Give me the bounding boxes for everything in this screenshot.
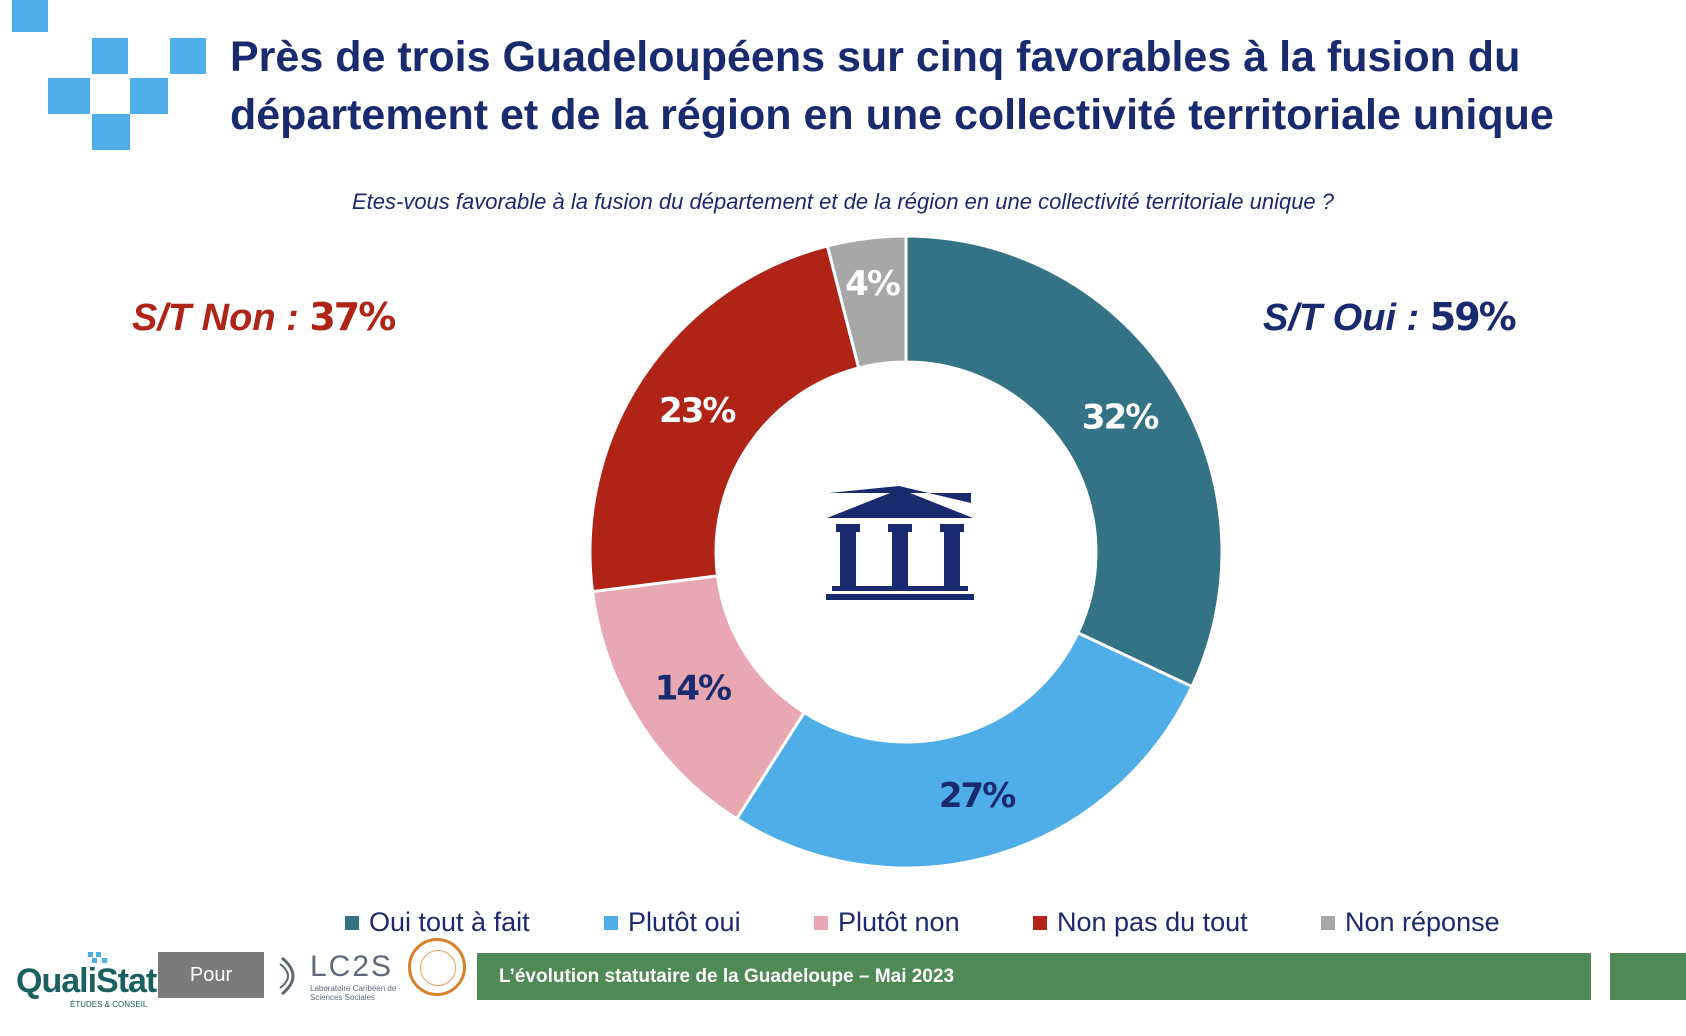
footer-banner-end — [1610, 953, 1686, 1000]
subtotal-non-value: 37% — [309, 295, 396, 339]
qualistat-dots-icon — [88, 952, 107, 963]
decor-square-2 — [92, 38, 128, 74]
decor-square-5 — [130, 78, 168, 114]
title-line-2: département et de la région en une colle… — [230, 91, 1554, 139]
icon-roof-right — [829, 486, 971, 503]
legend-item-non-pas-du-tout: Non pas du tout — [1033, 907, 1248, 938]
page-title: Près de trois Guadeloupéens sur cinq fav… — [230, 28, 1670, 144]
legend-item-plutot-oui: Plutôt oui — [604, 907, 741, 938]
donut-slice-4 — [825, 234, 908, 370]
donut-label-4: 4% — [845, 264, 900, 304]
pour-badge: Pour — [158, 952, 264, 998]
lc2s-subtitle: Laboratoire Caribéen de Sciences Sociale… — [310, 984, 397, 1002]
subtotal-non-label: S/T Non : — [132, 297, 310, 339]
icon-column-2 — [892, 532, 908, 586]
donut-slice-3 — [588, 244, 861, 594]
donut-chart: 32% 27% 14% 23% 4% — [588, 234, 1224, 870]
icon-step-2 — [826, 594, 974, 600]
icon-roof — [827, 489, 973, 518]
legend-label: Plutôt non — [838, 907, 960, 937]
legend-swatch — [345, 915, 359, 930]
icon-capital-3 — [940, 524, 964, 532]
donut-label-0: 32% — [1082, 397, 1158, 437]
legend-label: Non pas du tout — [1057, 907, 1248, 937]
icon-column-3 — [944, 532, 960, 586]
subtotal-oui-label: S/T Oui : — [1263, 297, 1430, 339]
legend-label: Oui tout à fait — [369, 907, 530, 937]
lc2s-mark-icon — [279, 956, 295, 996]
survey-question: Etes-vous favorable à la fusion du dépar… — [351, 189, 1335, 214]
decor-square-1 — [12, 0, 48, 32]
qualistat-logo: QualiStat — [16, 962, 157, 1000]
icon-capital-1 — [836, 524, 860, 532]
legend-swatch — [814, 915, 828, 930]
seal-inner-ring — [420, 950, 456, 986]
legend-item-non-reponse: Non réponse — [1321, 907, 1500, 938]
decor-square-4 — [48, 78, 90, 114]
decor-square-6 — [92, 114, 130, 150]
donut-labels: 32% 27% 14% 23% 4% — [655, 264, 1161, 816]
legend-label: Non réponse — [1345, 907, 1500, 937]
legend-label: Plutôt oui — [628, 907, 741, 937]
donut-slice-0 — [904, 234, 1224, 689]
chart-legend: Oui tout à fait Plutôt oui Plutôt non No… — [0, 907, 1686, 941]
decor-square-3 — [170, 38, 206, 74]
donut-slice-1 — [734, 630, 1194, 870]
legend-item-plutot-non: Plutôt non — [814, 907, 960, 938]
subtotal-oui: S/T Oui : 59% — [1263, 295, 1517, 340]
legend-swatch — [1033, 915, 1047, 930]
legend-swatch — [604, 915, 618, 930]
donut-label-2: 14% — [655, 669, 731, 709]
footer: QualiStat ÉTUDES & CONSEIL Pour LC2S Lab… — [0, 938, 1686, 1010]
subtotal-oui-value: 59% — [1429, 295, 1517, 339]
building-columns-icon — [826, 486, 974, 600]
icon-capital-2 — [888, 524, 912, 532]
legend-swatch — [1321, 915, 1335, 930]
donut-slices — [588, 234, 1224, 870]
donut-label-1: 27% — [939, 776, 1015, 816]
icon-column-1 — [840, 532, 856, 586]
lc2s-logo: LC2S Laboratoire Caribéen de Sciences So… — [278, 950, 398, 1002]
qualistat-logo-subtitle: ÉTUDES & CONSEIL — [70, 1000, 148, 1009]
title-line-1: Près de trois Guadeloupéens sur cinq fav… — [230, 33, 1521, 81]
legend-item-oui-tout-a-fait: Oui tout à fait — [345, 907, 530, 938]
subtotal-non: S/T Non : 37% — [132, 295, 396, 340]
icon-step-1 — [832, 586, 968, 591]
partner-seal-logo — [408, 938, 466, 996]
donut-label-3: 23% — [659, 391, 735, 431]
footer-banner: L’évolution statutaire de la Guadeloupe … — [477, 953, 1591, 1000]
lc2s-name: LC2S — [310, 950, 394, 983]
